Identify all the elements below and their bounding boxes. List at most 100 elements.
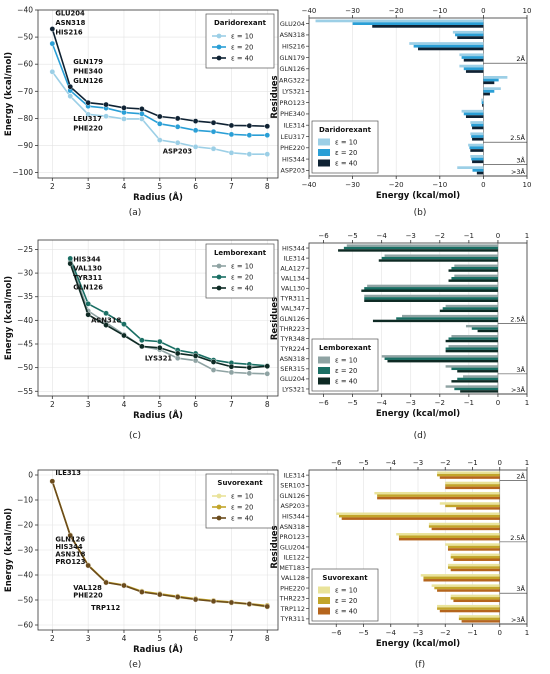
y-tick-label: −60 xyxy=(17,60,33,69)
residue-annotation: PHE220 xyxy=(73,125,103,133)
energy-bar xyxy=(454,387,498,391)
caption-c: (c) xyxy=(129,431,141,441)
data-point xyxy=(192,144,199,150)
energy-bar xyxy=(461,109,484,113)
energy-bar xyxy=(398,535,500,538)
energy-bar xyxy=(453,558,500,561)
x-tick-label: 6 xyxy=(193,400,198,409)
residue-label: PRO123 xyxy=(279,533,305,541)
radius-label: >3Å xyxy=(511,167,526,176)
energy-bar xyxy=(483,81,495,85)
energy-bar xyxy=(471,123,484,127)
legend-title: Lemborexant xyxy=(214,249,267,257)
energy-bar xyxy=(450,553,500,557)
legend-marker xyxy=(216,493,222,499)
residue-label: TRP112 xyxy=(280,605,305,613)
energy-bar xyxy=(445,484,500,487)
energy-bar xyxy=(445,304,498,308)
panel-e-line-chart: 2 3 4 5 6 7 8 −60 −50 −40 −30 −20 −10 0 Radius (Å) Ener… xyxy=(4,469,279,655)
y-tick-label: −50 xyxy=(17,33,33,42)
y-tick-label: −30 xyxy=(17,269,33,278)
residue-annotation: HIS344 xyxy=(55,543,83,551)
series-line xyxy=(69,258,268,367)
energy-bar xyxy=(420,574,500,577)
data-point xyxy=(103,322,109,328)
legend-marker xyxy=(216,33,222,39)
plot-frame xyxy=(308,469,528,625)
caption-a: (a) xyxy=(129,208,142,218)
legend-label: ε = 40 xyxy=(231,515,253,523)
energy-bar xyxy=(439,609,500,613)
energy-bar xyxy=(451,335,498,338)
residue-label: ILE122 xyxy=(283,554,305,562)
energy-bar xyxy=(364,294,498,298)
residue-label: TYR224 xyxy=(280,345,305,353)
x-tick-label-top: −4 xyxy=(386,459,397,467)
energy-bar xyxy=(470,132,484,136)
energy-bar xyxy=(341,517,500,520)
residue-label: LYS321 xyxy=(282,88,305,96)
energy-bar xyxy=(336,512,500,515)
legend-label: ε = 40 xyxy=(335,160,357,168)
x-tick-label-top: −6 xyxy=(331,459,342,467)
y-axis-label: Energy (kcal/mol) xyxy=(4,276,14,360)
energy-bar xyxy=(437,471,500,474)
energy-bar xyxy=(471,135,484,138)
data-point xyxy=(85,99,91,106)
data-point xyxy=(103,310,109,317)
y-tick-label: −60 xyxy=(17,621,33,630)
x-tick-label-top: 0 xyxy=(481,7,485,15)
data-point xyxy=(192,118,199,124)
y-tick-label: −35 xyxy=(17,292,33,301)
data-point xyxy=(210,145,217,152)
x-tick-label-top: 10 xyxy=(523,7,532,15)
x-tick-label: 1 xyxy=(525,629,529,637)
x-tick-label-top: 1 xyxy=(525,459,529,467)
energy-bar xyxy=(413,44,484,48)
y-tick-label: −50 xyxy=(17,363,33,372)
energy-bar xyxy=(482,103,484,107)
energy-bar xyxy=(338,249,498,252)
energy-bar xyxy=(447,548,500,551)
x-tick-label-top: −3 xyxy=(406,232,416,240)
energy-bar xyxy=(361,289,498,292)
residue-label: GLN126 xyxy=(280,492,306,500)
y-tick-label: −45 xyxy=(17,340,33,349)
energy-bar xyxy=(476,171,484,175)
x-tick-label: 6 xyxy=(193,634,198,643)
energy-bar xyxy=(364,287,498,290)
energy-bar xyxy=(445,481,500,485)
x-tick-label-top: −4 xyxy=(377,232,388,240)
x-tick-label: 7 xyxy=(229,400,234,409)
panel-c-line-chart: 2 3 4 5 6 7 8 −55 −50 −45 −40 −35 −30 −25 Radius (Å) En… xyxy=(4,239,279,421)
residue-annotation: TYR311 xyxy=(73,274,102,282)
x-tick-label-top: −1 xyxy=(464,232,474,240)
energy-bar xyxy=(448,269,498,272)
energy-bar xyxy=(457,370,498,373)
residue-label: HIS216 xyxy=(282,43,305,51)
data-point xyxy=(49,40,56,47)
energy-bar xyxy=(374,491,500,495)
energy-bar xyxy=(468,143,484,147)
data-point xyxy=(210,128,217,135)
x-tick-label: 0 xyxy=(496,399,500,407)
residue-label: HIS344 xyxy=(282,155,305,163)
residue-annotation: PHE220 xyxy=(73,592,103,600)
residue-label: GLN179 xyxy=(280,54,306,62)
energy-bar xyxy=(315,19,484,23)
data-point xyxy=(139,343,145,350)
energy-bar xyxy=(481,101,484,104)
legend-label: ε = 40 xyxy=(335,378,357,386)
energy-bar xyxy=(439,502,500,505)
energy-bar xyxy=(457,377,498,381)
energy-bar xyxy=(472,160,484,164)
residue-label: GLU204 xyxy=(280,375,305,383)
panel-f-bar-chart: −6 −6 −5 −5 −4 −4 −3 −3 −2 −2 −1 −1 0 0 1 1 ILE314 SER103… xyxy=(270,459,529,649)
series-line xyxy=(69,263,268,369)
residue-annotation: VAL130 xyxy=(73,265,102,273)
plot-frame xyxy=(37,9,279,179)
data-point xyxy=(156,338,163,345)
data-point xyxy=(156,591,163,598)
energy-bar xyxy=(472,137,484,141)
